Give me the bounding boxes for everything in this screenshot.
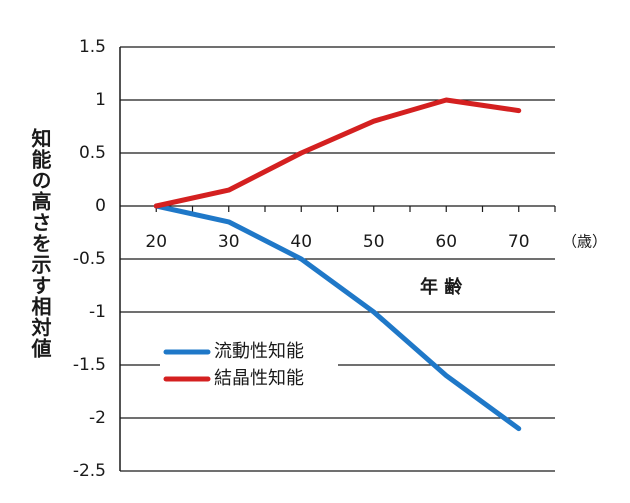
series-line-0 <box>153 203 522 432</box>
x-axis-unit: （歳） <box>562 233 607 251</box>
y-tick-label: 1.5 <box>79 37 106 57</box>
y-axis-label: 知能の高さを示す相対値 <box>28 128 52 359</box>
y-tick-label: -1.5 <box>73 355 106 375</box>
series-lines <box>153 97 522 432</box>
y-tick-label: -1 <box>89 302 106 322</box>
x-axis-label: 年 齢 <box>420 276 463 298</box>
x-tick-label: 20 <box>145 232 167 252</box>
x-tick-label: 30 <box>218 232 240 252</box>
y-tick-label: 0 <box>95 196 106 216</box>
x-axis-ticks <box>155 206 556 212</box>
legend-label: 結晶性知能 <box>214 368 304 389</box>
y-tick-labels: 1.5 1 0.5 0 -0.5 -1 -1.5 -2 -2.5 <box>73 37 106 481</box>
legend-label: 流動性知能 <box>214 341 304 362</box>
series-line-1 <box>153 97 522 209</box>
y-tick-label: 1 <box>95 90 106 110</box>
y-tick-label: -2.5 <box>73 461 106 481</box>
y-tick-label: -2 <box>89 408 106 428</box>
x-tick-labels: 20 30 40 50 60 70 <box>145 232 529 252</box>
x-tick-label: 50 <box>363 232 385 252</box>
x-tick-label: 40 <box>290 232 312 252</box>
x-tick-label: 60 <box>435 232 457 252</box>
y-tick-label: -0.5 <box>73 249 106 269</box>
legend-box <box>160 338 338 394</box>
y-tick-label: 0.5 <box>79 143 106 163</box>
x-tick-label: 70 <box>508 232 530 252</box>
